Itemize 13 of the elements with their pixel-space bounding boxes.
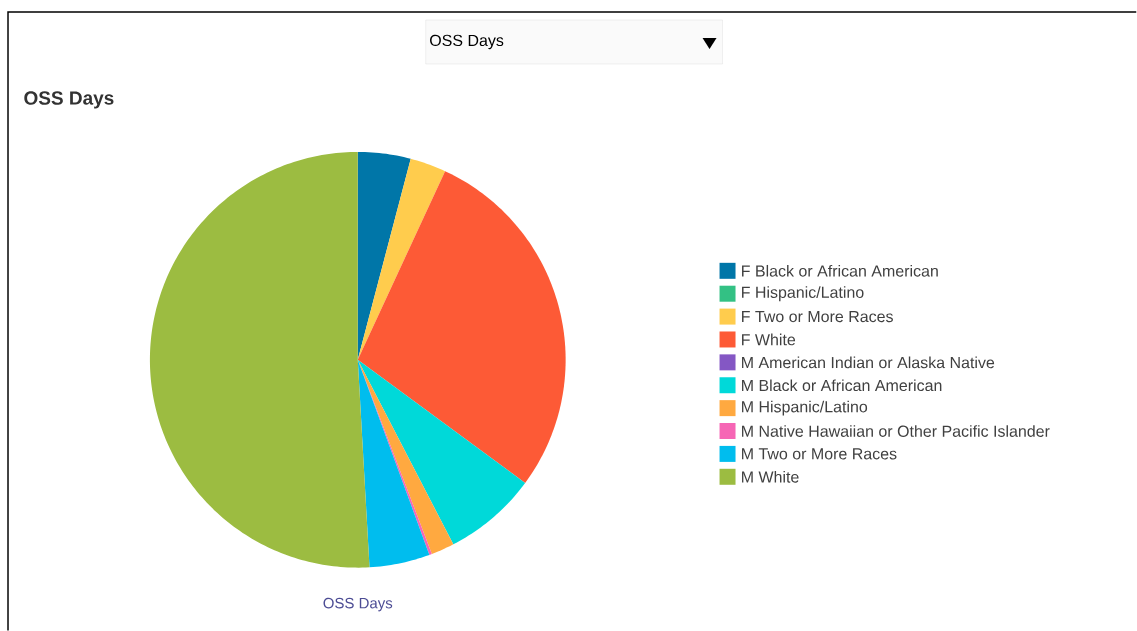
text: OSS Days: [323, 597, 393, 612]
legend-label: M American Indian or Alaska Native: [742, 356, 995, 369]
legend-label: M White: [742, 470, 799, 483]
legend-label: M Native Hawaiian or Other Pacific Islander: [742, 424, 1050, 437]
legend-label: F Two or More Races: [742, 310, 893, 323]
legend-label: F Hispanic/Latino: [742, 286, 864, 302]
legend-label: F Black or African American: [742, 264, 938, 277]
legend-label: M Black or African American: [742, 379, 942, 391]
chart-title: OSS Days: [24, 91, 114, 109]
text: OSS Days: [430, 34, 504, 50]
legend-label: M Two or More Races: [742, 448, 897, 460]
legend-label: F White: [742, 333, 796, 346]
legend-label: M Hispanic/Latino: [742, 400, 868, 416]
